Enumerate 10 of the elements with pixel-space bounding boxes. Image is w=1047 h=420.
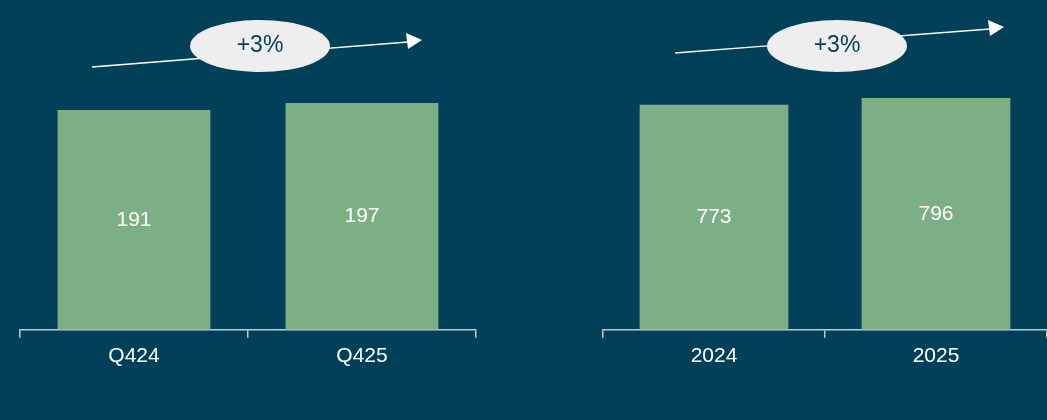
text: +3% <box>813 31 861 58</box>
data-label: 197 <box>344 203 380 227</box>
x-tick-label: Q424 <box>108 343 161 367</box>
data-label: 796 <box>918 200 954 224</box>
text: +3% <box>236 31 284 58</box>
x-tick-label: Q425 <box>336 343 388 367</box>
data-label: 191 <box>116 206 152 230</box>
data-label: 773 <box>696 204 732 228</box>
x-tick-label: 2025 <box>912 343 960 367</box>
x-tick-label: 2024 <box>690 343 738 367</box>
